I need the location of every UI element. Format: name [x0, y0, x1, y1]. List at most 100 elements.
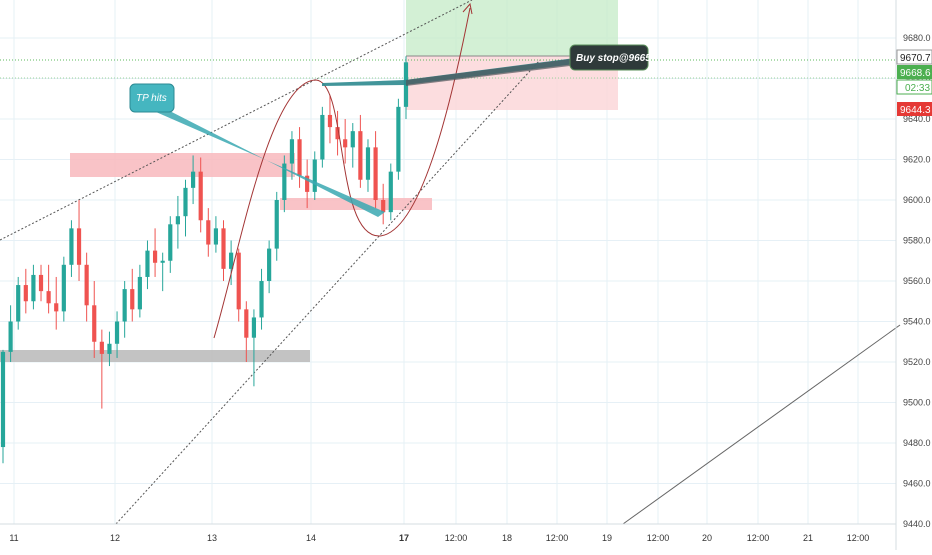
candle-body [305, 175, 310, 192]
candle-body [236, 252, 241, 310]
candle-body [23, 285, 28, 302]
y-tick-label: 9480.0 [903, 438, 931, 448]
candle [251, 309, 257, 387]
buy-pointer-dark [406, 58, 578, 86]
candle-body [46, 291, 51, 304]
candle [236, 248, 241, 322]
channel-lower-line [115, 59, 541, 525]
candle-body [381, 200, 386, 213]
candle-body [0, 351, 6, 448]
y-tick-label: 9680.0 [903, 33, 931, 43]
candle-body [396, 106, 401, 172]
candle [267, 240, 272, 294]
candle-body [8, 321, 13, 352]
candle [38, 264, 44, 302]
candle-body [373, 147, 378, 200]
candle-body [267, 248, 272, 281]
candle [259, 268, 264, 330]
curve-cup-left [213, 7, 471, 339]
buy-pointer [322, 58, 575, 86]
candle-body [198, 171, 203, 221]
candle [183, 179, 188, 237]
y-tick-label: 9560.0 [903, 276, 931, 286]
candle-body [183, 187, 188, 217]
candles [0, 56, 409, 464]
x-tick-label: 12 [110, 533, 120, 543]
candle-body [259, 281, 264, 318]
y-tick-label: 9460.0 [903, 479, 931, 489]
candle-body [160, 260, 165, 263]
candle [54, 276, 59, 330]
countdown-label: 02:33 [896, 79, 932, 95]
candle-body [152, 250, 158, 263]
svg-text:9644.3: 9644.3 [900, 105, 931, 116]
candle [350, 123, 355, 168]
candle [373, 131, 378, 209]
candle [8, 305, 13, 362]
candle [152, 228, 158, 277]
support-zone-grey [0, 350, 310, 362]
candle-body [206, 220, 211, 245]
candle-body [274, 200, 279, 249]
candle [335, 110, 340, 156]
x-tick-label: 12:00 [445, 533, 468, 543]
candle-body [168, 224, 173, 261]
candle [191, 155, 196, 205]
candle [396, 98, 401, 180]
candle-body [99, 341, 104, 354]
x-tick-label: 12:00 [647, 533, 670, 543]
candle-body [54, 303, 59, 312]
svg-text:02:33: 02:33 [905, 83, 930, 94]
candle [381, 183, 386, 225]
candle [365, 139, 371, 192]
candle [31, 264, 36, 310]
x-tick-label: 21 [803, 533, 813, 543]
candle-body [31, 274, 36, 302]
candle-body [343, 139, 348, 148]
candle [130, 268, 135, 322]
candle [46, 264, 51, 314]
candle-body [244, 309, 249, 338]
candle [16, 276, 21, 330]
price-label-current: 9668.6 [897, 65, 932, 79]
x-tick-label: 11 [9, 533, 18, 543]
candle [358, 114, 363, 188]
candle [229, 240, 234, 286]
candle [343, 119, 348, 164]
resistance-zone [70, 153, 295, 177]
tp-pointer [156, 104, 385, 217]
candle-body [251, 317, 257, 338]
candle [145, 240, 150, 290]
candle-body [388, 171, 393, 213]
candle-body [137, 276, 142, 310]
candle [61, 256, 66, 322]
candle [305, 159, 310, 209]
candle-body [289, 139, 295, 164]
y-tick-label: 9640.0 [903, 114, 931, 124]
tp-callout[interactable]: TP hits [129, 83, 175, 113]
tp-callout-text: TP hits [136, 93, 167, 104]
buy-callout[interactable]: Buy stop@9665 [569, 44, 651, 71]
candle [137, 264, 142, 318]
candle-body [122, 289, 127, 322]
candle-body [107, 343, 112, 354]
candle [122, 281, 127, 338]
candle [327, 94, 333, 144]
candle [198, 157, 203, 233]
candle [312, 151, 317, 200]
candle-body [327, 114, 333, 128]
candle [274, 191, 279, 261]
candle [297, 127, 302, 188]
candle-body [114, 321, 120, 344]
candle-body [320, 114, 325, 160]
candle-body [84, 264, 89, 306]
x-tick-label: 19 [602, 533, 612, 543]
candle-body [191, 171, 196, 188]
candle [160, 252, 165, 292]
candle [84, 252, 89, 322]
candle-body [335, 127, 340, 140]
candle-body [145, 250, 150, 277]
candle [320, 106, 325, 168]
price-label-upper: 9670.7 [896, 49, 932, 65]
